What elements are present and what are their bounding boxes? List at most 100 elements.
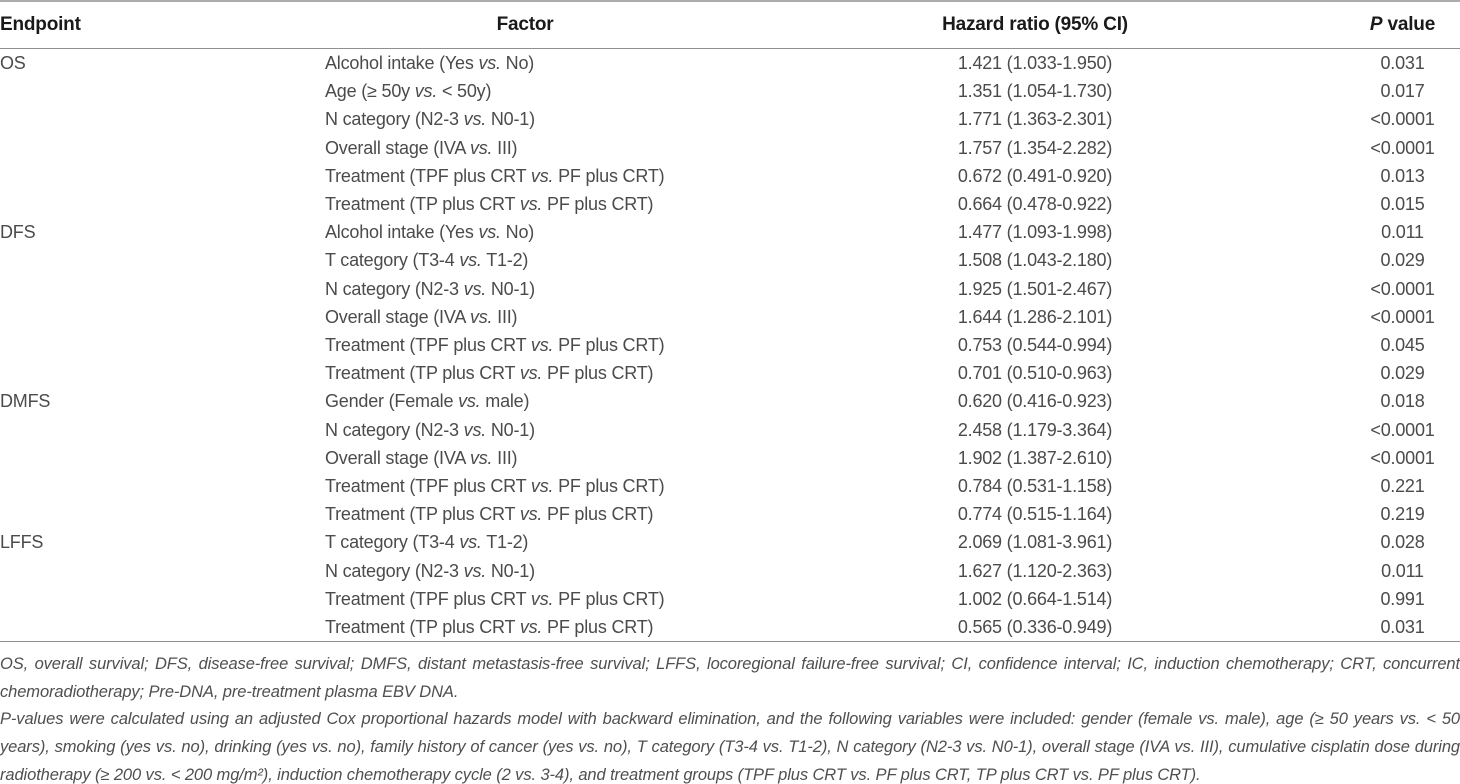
factor-cell: Treatment (TP plus CRT vs. PF plus CRT) xyxy=(325,363,654,384)
hazard-ratio-cell: 0.565 (0.336-0.949) xyxy=(957,617,1113,638)
endpoint-cell: OS xyxy=(0,53,26,73)
table-row: Treatment (TPF plus CRT vs. PF plus CRT)… xyxy=(0,162,1460,190)
table-row: N category (N2-3 vs. N0-1) 2.458 (1.179-3… xyxy=(0,416,1460,444)
p-value-cell: <0.0001 xyxy=(1370,137,1435,158)
hazard-ratio-cell: 2.069 (1.081-3.961) xyxy=(957,532,1113,553)
p-value-cell: 0.011 xyxy=(1381,560,1424,581)
table-body: OS Alcohol intake (Yes vs. No) 1.421 (1.03… xyxy=(0,49,1460,642)
table-row: Age (≥ 50y vs. < 50y) 1.351 (1.054-1.730)… xyxy=(0,77,1460,105)
factor-cell: Treatment (TPF plus CRT vs. PF plus CRT) xyxy=(325,165,665,186)
column-header-factor: Factor xyxy=(325,1,725,49)
factor-cell: Overall stage (IVA vs. III) xyxy=(325,447,518,468)
factor-cell: Treatment (TP plus CRT vs. PF plus CRT) xyxy=(325,194,654,215)
hazard-ratio-cell: 1.925 (1.501-2.467) xyxy=(957,278,1113,299)
table-row: T category (T3-4 vs. T1-2) 1.508 (1.043-2… xyxy=(0,246,1460,274)
p-value-cell: 0.219 xyxy=(1380,504,1425,525)
p-value-cell: 0.029 xyxy=(1380,363,1425,384)
table-row: Overall stage (IVA vs. III) 1.757 (1.354-… xyxy=(0,134,1460,162)
p-value-cell: 0.991 xyxy=(1380,588,1425,609)
footnote-abbreviations: OS, overall survival; DFS, disease-free … xyxy=(0,655,1460,701)
table-row: OS Alcohol intake (Yes vs. No) 1.421 (1.03… xyxy=(0,49,1460,78)
hazard-ratio-cell: 1.644 (1.286-2.101) xyxy=(957,306,1113,327)
p-value-cell: 0.018 xyxy=(1380,391,1425,412)
hazard-ratio-cell: 1.771 (1.363-2.301) xyxy=(957,109,1113,130)
column-header-endpoint: Endpoint xyxy=(0,1,325,49)
p-value-cell: 0.028 xyxy=(1380,532,1425,553)
hazard-ratio-cell: 1.002 (0.664-1.514) xyxy=(957,588,1113,609)
hazard-ratio-cell: 1.757 (1.354-2.282) xyxy=(957,137,1113,158)
p-value-cell: 0.029 xyxy=(1380,250,1425,271)
endpoint-cell: DFS xyxy=(0,222,36,243)
factor-cell: Overall stage (IVA vs. III) xyxy=(325,306,518,327)
table-row: N category (N2-3 vs. N0-1) 1.771 (1.363-2… xyxy=(0,105,1460,133)
hazard-ratio-cell: 0.774 (0.515-1.164) xyxy=(957,504,1113,525)
hazard-ratio-cell: 0.701 (0.510-0.963) xyxy=(957,363,1113,384)
p-value-cell: 0.045 xyxy=(1380,335,1425,356)
factor-cell: Treatment (TPF plus CRT vs. PF plus CRT) xyxy=(325,335,665,356)
factor-cell: N category (N2-3 vs. N0-1) xyxy=(325,109,535,130)
table-row: DMFS Gender (Female vs. male) 0.620 (0.416… xyxy=(0,387,1460,415)
p-value-cell: <0.0001 xyxy=(1370,306,1435,327)
hazard-ratio-cell: 1.477 (1.093-1.998) xyxy=(957,222,1113,243)
factor-cell: Treatment (TP plus CRT vs. PF plus CRT) xyxy=(325,617,654,638)
factor-cell: T category (T3-4 vs. T1-2) xyxy=(325,532,529,553)
table-row: Treatment (TPF plus CRT vs. PF plus CRT)… xyxy=(0,585,1460,613)
table-row: N category (N2-3 vs. N0-1) 1.627 (1.120-2… xyxy=(0,557,1460,585)
table-row: Treatment (TP plus CRT vs. PF plus CRT) 0… xyxy=(0,190,1460,218)
hazard-ratio-cell: 1.508 (1.043-2.180) xyxy=(957,250,1113,271)
table-row: Treatment (TP plus CRT vs. PF plus CRT) 0… xyxy=(0,613,1460,642)
factor-cell: Gender (Female vs. male) xyxy=(325,391,530,412)
p-value-cell: <0.0001 xyxy=(1370,278,1435,299)
hazard-ratio-cell: 1.421 (1.033-1.950) xyxy=(957,53,1113,73)
factor-cell: Alcohol intake (Yes vs. No) xyxy=(325,53,535,73)
column-header-hazard-ratio: Hazard ratio (95% CI) xyxy=(725,1,1345,49)
p-value-cell: <0.0001 xyxy=(1370,109,1435,130)
hazard-ratio-cell: 2.458 (1.179-3.364) xyxy=(957,419,1113,440)
p-value-cell: <0.0001 xyxy=(1370,419,1435,440)
header-row: Endpoint Factor Hazard ratio (95% CI) P … xyxy=(0,1,1460,49)
p-value-cell: 0.031 xyxy=(1380,617,1425,638)
table-header: Endpoint Factor Hazard ratio (95% CI) P … xyxy=(0,1,1460,49)
hazard-ratio-cell: 0.664 (0.478-0.922) xyxy=(957,194,1113,215)
footnote-methods: P-values were calculated using an adjust… xyxy=(0,710,1460,784)
factor-cell: Overall stage (IVA vs. III) xyxy=(325,137,518,158)
hazard-ratio-cell: 0.753 (0.544-0.994) xyxy=(957,335,1113,356)
table-row: DFS Alcohol intake (Yes vs. No) 1.477 (1.0… xyxy=(0,218,1460,246)
hazard-ratio-cell: 1.627 (1.120-2.363) xyxy=(957,560,1113,581)
table-row: Treatment (TP plus CRT vs. PF plus CRT) 0… xyxy=(0,500,1460,528)
p-value-cell: 0.011 xyxy=(1381,222,1424,243)
factor-cell: N category (N2-3 vs. N0-1) xyxy=(325,560,535,581)
endpoint-cell: LFFS xyxy=(0,532,44,553)
factor-cell: Treatment (TPF plus CRT vs. PF plus CRT) xyxy=(325,476,665,497)
factor-cell: N category (N2-3 vs. N0-1) xyxy=(325,278,535,299)
p-value-cell: 0.013 xyxy=(1380,165,1425,186)
hazard-ratio-cell: 0.784 (0.531-1.158) xyxy=(957,476,1113,497)
factor-cell: Treatment (TP plus CRT vs. PF plus CRT) xyxy=(325,504,654,525)
column-header-p-value: P value xyxy=(1345,1,1460,49)
p-value-cell: 0.221 xyxy=(1380,476,1425,497)
p-value-cell: 0.031 xyxy=(1380,53,1425,73)
factor-cell: N category (N2-3 vs. N0-1) xyxy=(325,419,535,440)
table-footnotes: OS, overall survival; DFS, disease-free … xyxy=(0,651,1460,784)
factor-cell: T category (T3-4 vs. T1-2) xyxy=(325,250,529,271)
p-value-cell: 0.017 xyxy=(1380,81,1425,102)
table-row: Treatment (TPF plus CRT vs. PF plus CRT)… xyxy=(0,331,1460,359)
table-row: Treatment (TPF plus CRT vs. PF plus CRT)… xyxy=(0,472,1460,500)
table-row: LFFS T category (T3-4 vs. T1-2) 2.069 (1.0… xyxy=(0,528,1460,556)
factor-cell: Alcohol intake (Yes vs. No) xyxy=(325,222,535,243)
table-row: N category (N2-3 vs. N0-1) 1.925 (1.501-2… xyxy=(0,275,1460,303)
factor-cell: Treatment (TPF plus CRT vs. PF plus CRT) xyxy=(325,588,665,609)
factor-cell: Age (≥ 50y vs. < 50y) xyxy=(325,81,492,102)
hazard-ratio-cell: 0.620 (0.416-0.923) xyxy=(957,391,1113,412)
hazard-ratio-table: Endpoint Factor Hazard ratio (95% CI) P … xyxy=(0,0,1460,643)
hazard-ratio-cell: 1.351 (1.054-1.730) xyxy=(957,81,1113,102)
p-value-cell: 0.015 xyxy=(1380,194,1425,215)
table-row: Overall stage (IVA vs. III) 1.902 (1.387-… xyxy=(0,444,1460,472)
p-value-cell: <0.0001 xyxy=(1370,447,1435,468)
endpoint-cell: DMFS xyxy=(0,391,51,412)
hazard-ratio-cell: 0.672 (0.491-0.920) xyxy=(957,165,1113,186)
hazard-ratio-cell: 1.902 (1.387-2.610) xyxy=(957,447,1113,468)
table-row: Overall stage (IVA vs. III) 1.644 (1.286-… xyxy=(0,303,1460,331)
table-row: Treatment (TP plus CRT vs. PF plus CRT) 0… xyxy=(0,359,1460,387)
